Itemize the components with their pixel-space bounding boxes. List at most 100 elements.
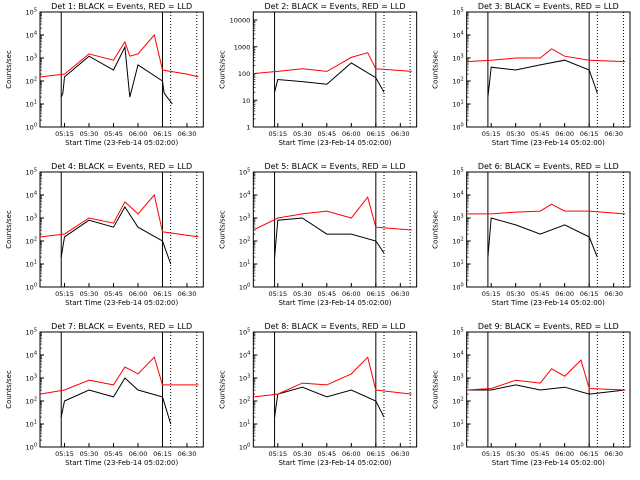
x-tick-label: 05:30 — [506, 450, 525, 458]
x-tick-label: 05:45 — [104, 290, 123, 298]
y-axis-label: Counts/sec — [432, 210, 440, 249]
y-tick-label: 102 — [452, 237, 463, 246]
plot-frame — [39, 11, 204, 128]
y-tick-label: 102 — [452, 77, 463, 86]
y-tick-label: 105 — [26, 168, 37, 177]
x-tick-label: 06:30 — [604, 130, 623, 138]
y-tick-label: 103 — [26, 214, 37, 223]
x-tick-label: 05:15 — [55, 450, 74, 458]
series-lld-line — [466, 203, 626, 215]
chart-title: Det 3: BLACK = Events, RED = LLD — [478, 2, 619, 11]
y-tick-label: 101 — [26, 420, 37, 429]
y-tick-label: 104 — [452, 351, 463, 360]
y-tick-label: 105 — [452, 328, 463, 337]
x-tick-label: 06:15 — [153, 290, 172, 298]
x-axis-label: Start Time (23-Feb-14 05:02:00) — [278, 299, 391, 307]
x-tick-label: 06:30 — [604, 290, 623, 298]
y-tick-label: 105 — [26, 8, 37, 17]
x-tick-label: 06:30 — [178, 290, 197, 298]
x-axis-label: Start Time (23-Feb-14 05:02:00) — [65, 299, 178, 307]
y-tick-label: 105 — [239, 168, 250, 177]
x-tick-label: 05:30 — [293, 290, 312, 298]
y-tick-label: 104 — [26, 31, 37, 40]
plot-frame — [252, 171, 418, 288]
x-tick-label: 06:00 — [342, 290, 361, 298]
y-tick-label: 103 — [26, 54, 37, 63]
y-axis-label: Counts/sec — [432, 50, 440, 89]
y-tick-label: 103 — [239, 374, 250, 383]
y-tick-label: 103 — [26, 374, 37, 383]
x-tick-label: 06:15 — [366, 450, 385, 458]
y-tick-label: 100 — [26, 443, 37, 452]
x-tick-label: 06:00 — [129, 130, 148, 138]
y-tick-label: 101 — [26, 260, 37, 269]
x-axis-label: Start Time (23-Feb-14 05:02:00) — [492, 139, 605, 147]
y-tick-label: 102 — [26, 397, 37, 406]
x-tick-label: 05:15 — [482, 450, 501, 458]
y-tick-label: 100 — [26, 123, 37, 132]
y-axis-label: Counts/sec — [218, 210, 226, 249]
x-tick-label: 05:30 — [293, 130, 312, 138]
series-events-line — [60, 377, 172, 425]
y-tick-label: 103 — [452, 54, 463, 63]
x-tick-label: 05:15 — [268, 450, 287, 458]
series-events-line — [487, 217, 598, 258]
panel-det-7: Det 7: BLACK = Events, RED = LLD 100 101 10… — [5, 322, 204, 467]
x-tick-label: 05:45 — [104, 450, 123, 458]
x-tick-label: 06:15 — [153, 450, 172, 458]
x-tick-label: 05:45 — [531, 130, 550, 138]
chart-title: Det 5: BLACK = Events, RED = LLD — [265, 162, 406, 171]
series-lld-line — [253, 52, 412, 74]
y-tick-label: 100 — [239, 283, 250, 292]
chart-title: Det 8: BLACK = Events, RED = LLD — [265, 322, 406, 331]
x-tick-label: 05:30 — [506, 130, 525, 138]
y-tick-label: 104 — [452, 31, 463, 40]
x-tick-label: 06:15 — [153, 130, 172, 138]
y-tick-label: 101 — [239, 260, 250, 269]
x-tick-label: 05:15 — [268, 290, 287, 298]
x-tick-label: 05:15 — [482, 130, 501, 138]
series-lld-line — [39, 356, 199, 395]
panel-det-3: Det 3: BLACK = Events, RED = LLD 100 101 10… — [432, 2, 631, 147]
plot-frame — [252, 11, 418, 128]
series-events-line — [466, 384, 626, 395]
y-tick-label: 1000 — [234, 43, 251, 51]
y-tick-label: 100 — [452, 443, 463, 452]
x-tick-label: 05:45 — [104, 130, 123, 138]
y-tick-label: 10 — [242, 97, 250, 105]
series-lld-line — [466, 48, 626, 63]
x-tick-label: 05:15 — [55, 130, 74, 138]
x-tick-label: 05:45 — [317, 290, 336, 298]
series-events-line — [487, 59, 598, 98]
y-tick-label: 100 — [452, 123, 463, 132]
y-tick-label: 102 — [239, 237, 250, 246]
chart-title: Det 6: BLACK = Events, RED = LLD — [478, 162, 619, 171]
x-tick-label: 06:15 — [366, 290, 385, 298]
y-axis-label: Counts/sec — [5, 50, 13, 89]
series-events-line — [60, 206, 172, 265]
x-tick-label: 05:15 — [55, 290, 74, 298]
panel-det-1: Det 1: BLACK = Events, RED = LLD 100 101 10… — [5, 2, 204, 147]
x-tick-label: 06:15 — [366, 130, 385, 138]
y-tick-label: 104 — [239, 351, 250, 360]
plot-frame — [466, 331, 631, 448]
x-tick-label: 05:30 — [80, 290, 99, 298]
chart-title: Det 1: BLACK = Events, RED = LLD — [51, 2, 192, 11]
series-lld-line — [253, 356, 412, 398]
y-tick-label: 103 — [452, 214, 463, 223]
y-tick-label: 105 — [239, 328, 250, 337]
x-axis-label: Start Time (23-Feb-14 05:02:00) — [65, 139, 178, 147]
panel-det-9: Det 9: BLACK = Events, RED = LLD 100 101 10… — [432, 322, 631, 467]
x-tick-label: 06:15 — [580, 290, 599, 298]
plot-frame — [252, 331, 418, 448]
chart-title: Det 2: BLACK = Events, RED = LLD — [265, 2, 406, 11]
x-tick-label: 05:30 — [80, 450, 99, 458]
panel-det-4: Det 4: BLACK = Events, RED = LLD 100 101 10… — [5, 162, 204, 307]
y-tick-label: 101 — [26, 100, 37, 109]
y-axis-label: Counts/sec — [5, 370, 13, 409]
x-tick-label: 06:30 — [178, 450, 197, 458]
y-tick-label: 101 — [452, 420, 463, 429]
y-tick-label: 101 — [452, 100, 463, 109]
series-lld-line — [39, 33, 199, 78]
y-axis-label: Counts/sec — [5, 210, 13, 249]
